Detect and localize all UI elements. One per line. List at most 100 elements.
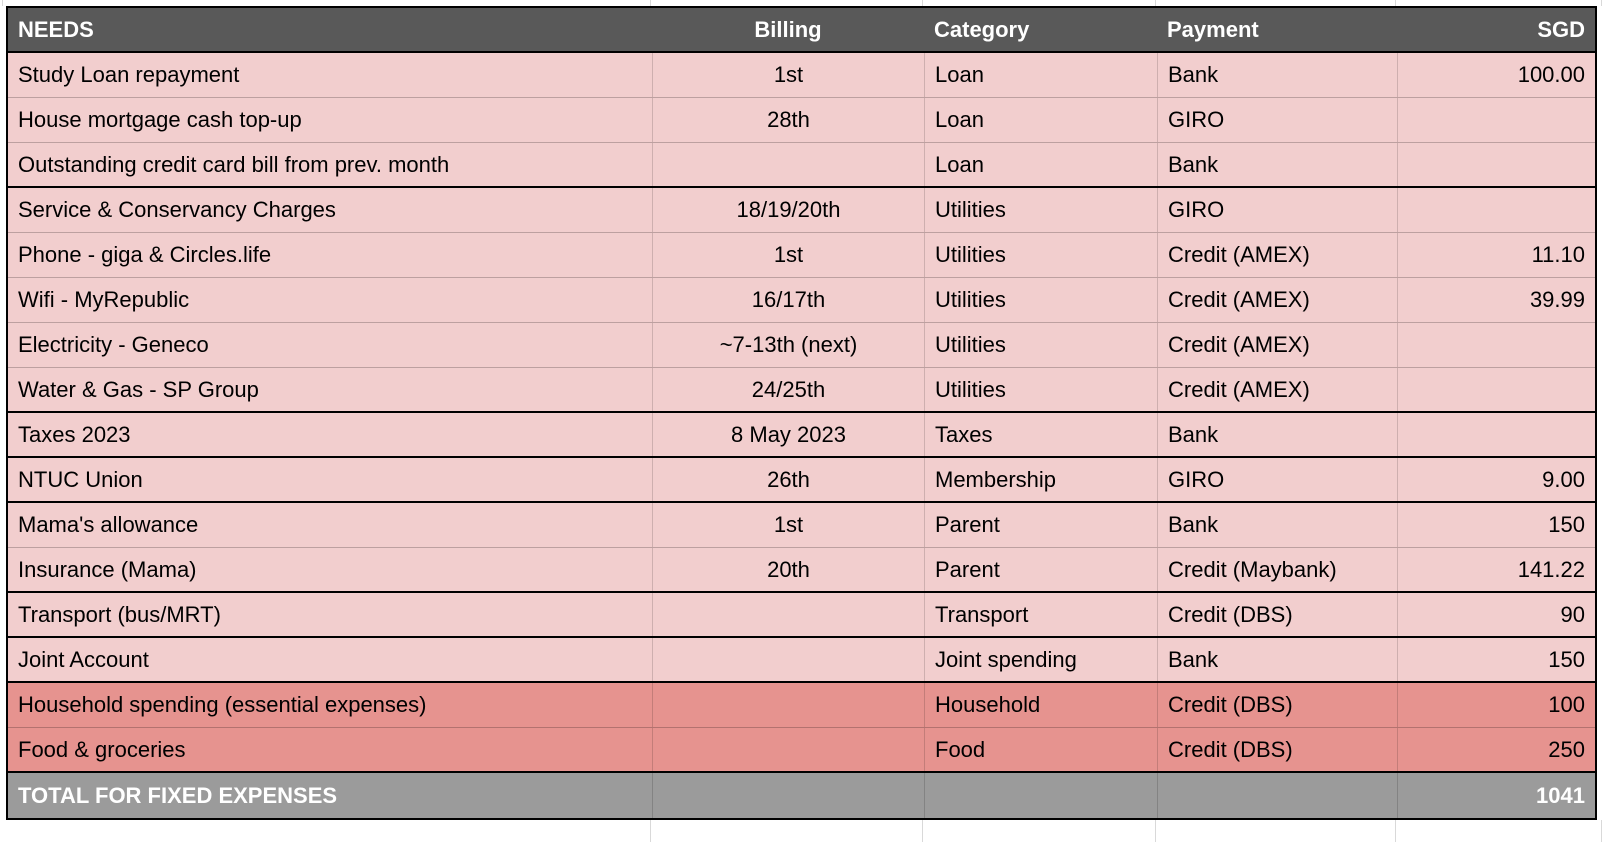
cell-payment[interactable]: Credit (AMEX) (1157, 323, 1397, 367)
cell-payment[interactable]: GIRO (1157, 98, 1397, 142)
cell-name[interactable]: NTUC Union (18, 466, 143, 492)
cell-name[interactable]: Water & Gas - SP Group (18, 376, 259, 402)
cell-billing[interactable]: 20th (652, 548, 924, 591)
cell-billing[interactable] (652, 593, 924, 636)
cell-billing[interactable]: 8 May 2023 (652, 413, 924, 456)
cell-payment[interactable]: Bank (1157, 638, 1397, 681)
total-billing-cell[interactable] (652, 773, 924, 818)
cell-category[interactable]: Loan (924, 53, 1157, 97)
cell-payment[interactable]: Credit (AMEX) (1157, 278, 1397, 322)
header-row: NEEDS Billing Category Payment SGD (8, 8, 1595, 53)
cell-sgd[interactable] (1397, 188, 1595, 232)
cell-payment[interactable]: GIRO (1157, 458, 1397, 501)
cell-payment[interactable]: Credit (Maybank) (1157, 548, 1397, 591)
sheet-gridline-strip-top (0, 0, 1604, 6)
cell-category[interactable]: Joint spending (924, 638, 1157, 681)
cell-payment[interactable]: Bank (1157, 143, 1397, 186)
cell-name[interactable]: Study Loan repayment (18, 62, 240, 87)
cell-billing[interactable]: 1st (652, 233, 924, 277)
cell-name[interactable]: Mama's allowance (18, 512, 199, 537)
cell-category[interactable]: Utilities (924, 233, 1157, 277)
cell-billing[interactable] (652, 683, 924, 727)
cell-billing[interactable] (652, 728, 924, 771)
cell-billing[interactable] (652, 143, 924, 186)
total-payment-cell[interactable] (1157, 773, 1397, 818)
cell-payment[interactable]: Credit (AMEX) (1157, 368, 1397, 411)
cell-name[interactable]: Phone - giga & Circles.life (18, 242, 272, 267)
cell-sgd[interactable]: 100 (1397, 683, 1595, 727)
cell-payment[interactable]: Credit (DBS) (1157, 593, 1397, 636)
header-cell-sgd[interactable]: SGD (1537, 16, 1585, 42)
cell-sgd[interactable] (1397, 413, 1595, 456)
cell-name[interactable]: Wifi - MyRepublic (18, 287, 190, 312)
table-row: Electricity - Geneco ~7-13th (next) Util… (8, 323, 1595, 368)
cell-sgd[interactable]: 100.00 (1397, 53, 1595, 97)
cell-category[interactable]: Loan (924, 143, 1157, 186)
cell-sgd[interactable] (1397, 143, 1595, 186)
gridline (1395, 0, 1396, 6)
cell-category[interactable]: Utilities (924, 368, 1157, 411)
cell-category[interactable]: Membership (924, 458, 1157, 501)
cell-category[interactable]: Parent (924, 503, 1157, 547)
cell-name[interactable]: Transport (bus/MRT) (18, 601, 221, 627)
cell-name[interactable]: Household spending (essential expenses) (18, 692, 427, 717)
cell-category[interactable]: Utilities (924, 188, 1157, 232)
table-row: Household spending (essential expenses) … (8, 683, 1595, 728)
cell-category[interactable]: Utilities (924, 278, 1157, 322)
cell-sgd[interactable] (1397, 368, 1595, 411)
cell-sgd[interactable]: 11.10 (1397, 233, 1595, 277)
cell-sgd[interactable]: 90 (1397, 593, 1595, 636)
table-row: Insurance (Mama) 20th Parent Credit (May… (8, 548, 1595, 593)
cell-name[interactable]: Insurance (Mama) (18, 556, 197, 582)
gridline (922, 0, 923, 6)
cell-billing[interactable]: ~7-13th (next) (652, 323, 924, 367)
cell-billing[interactable]: 24/25th (652, 368, 924, 411)
cell-billing[interactable] (652, 638, 924, 681)
cell-billing[interactable]: 16/17th (652, 278, 924, 322)
cell-category[interactable]: Food (924, 728, 1157, 771)
cell-payment[interactable]: GIRO (1157, 188, 1397, 232)
cell-category[interactable]: Parent (924, 548, 1157, 591)
cell-name[interactable]: Taxes 2023 (18, 421, 131, 447)
cell-name[interactable]: House mortgage cash top-up (18, 107, 302, 132)
cell-sgd[interactable]: 39.99 (1397, 278, 1595, 322)
cell-category[interactable]: Household (924, 683, 1157, 727)
cell-name[interactable]: Electricity - Geneco (18, 332, 209, 357)
header-cell-category[interactable]: Category (934, 16, 1030, 42)
cell-name[interactable]: Service & Conservancy Charges (18, 197, 336, 222)
cell-billing[interactable]: 28th (652, 98, 924, 142)
cell-category[interactable]: Utilities (924, 323, 1157, 367)
cell-sgd[interactable]: 141.22 (1397, 548, 1595, 591)
cell-billing[interactable]: 1st (652, 53, 924, 97)
cell-billing[interactable]: 18/19/20th (652, 188, 924, 232)
cell-category[interactable]: Taxes (924, 413, 1157, 456)
cell-category[interactable]: Transport (924, 593, 1157, 636)
cell-payment[interactable]: Bank (1157, 503, 1397, 547)
cell-billing[interactable]: 1st (652, 503, 924, 547)
cell-name[interactable]: Joint Account (18, 646, 149, 672)
total-category-cell[interactable] (924, 773, 1157, 818)
cell-payment[interactable]: Credit (DBS) (1157, 683, 1397, 727)
total-sgd-cell[interactable]: 1041 (1397, 773, 1595, 818)
table-row: Transport (bus/MRT) Transport Credit (DB… (8, 593, 1595, 638)
cell-sgd[interactable] (1397, 98, 1595, 142)
cell-billing[interactable]: 26th (652, 458, 924, 501)
table-row: Taxes 2023 8 May 2023 Taxes Bank (8, 413, 1595, 458)
header-cell-payment[interactable]: Payment (1167, 16, 1259, 42)
cell-sgd[interactable]: 150 (1397, 638, 1595, 681)
cell-name[interactable]: Food & groceries (18, 736, 186, 762)
cell-sgd[interactable] (1397, 323, 1595, 367)
cell-sgd[interactable]: 150 (1397, 503, 1595, 547)
cell-sgd[interactable]: 250 (1397, 728, 1595, 771)
cell-name[interactable]: Outstanding credit card bill from prev. … (18, 151, 450, 177)
cell-payment[interactable]: Credit (DBS) (1157, 728, 1397, 771)
cell-payment[interactable]: Bank (1157, 53, 1397, 97)
total-label-cell[interactable]: TOTAL FOR FIXED EXPENSES (18, 782, 338, 808)
cell-payment[interactable]: Credit (AMEX) (1157, 233, 1397, 277)
cell-payment[interactable]: Bank (1157, 413, 1397, 456)
header-cell-billing[interactable]: Billing (754, 16, 822, 42)
cell-sgd[interactable]: 9.00 (1397, 458, 1595, 501)
gridline (1395, 820, 1396, 842)
header-cell-needs[interactable]: NEEDS (18, 16, 94, 42)
cell-category[interactable]: Loan (924, 98, 1157, 142)
